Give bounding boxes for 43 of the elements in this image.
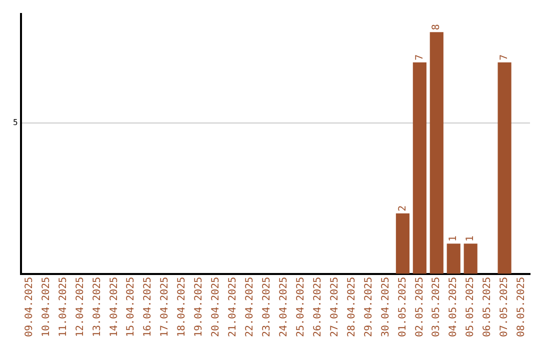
data-label: 7 (499, 54, 510, 60)
x-tick-label: 16.04.2025 (142, 276, 154, 338)
bar (446, 244, 460, 274)
x-tick-label: 07.05.2025 (499, 276, 510, 338)
x-tick-label: 25.04.2025 (295, 276, 306, 338)
x-tick-label: 04.05.2025 (448, 276, 460, 338)
x-tick-label: 15.04.2025 (126, 276, 137, 338)
x-tick-label: 02.05.2025 (414, 276, 426, 338)
data-label: 7 (414, 54, 426, 60)
x-tick-label: 19.04.2025 (194, 276, 205, 338)
x-tick-label: 03.05.2025 (431, 276, 442, 338)
x-tick-label: 26.04.2025 (312, 276, 324, 338)
x-tick-label: 18.04.2025 (176, 276, 188, 338)
x-tick-label: 17.04.2025 (160, 276, 171, 338)
x-tick-label: 12.04.2025 (74, 276, 86, 338)
x-tick-label: 08.05.2025 (516, 276, 528, 338)
x-tick-label: 24.04.2025 (278, 276, 290, 338)
x-tick-label: 30.04.2025 (380, 276, 392, 338)
bar (412, 62, 426, 274)
x-tick-label: 01.05.2025 (397, 276, 408, 338)
x-tick-label: 21.04.2025 (228, 276, 239, 338)
x-tick-label: 05.05.2025 (465, 276, 476, 338)
x-tick-label: 14.04.2025 (108, 276, 120, 338)
bar (430, 32, 444, 274)
data-label: 2 (397, 205, 408, 212)
y-tick-label: 5 (12, 118, 18, 127)
data-label: 8 (431, 24, 442, 30)
x-tick-label: 20.04.2025 (210, 276, 222, 338)
x-tick-label: 22.04.2025 (244, 276, 256, 338)
data-label: 1 (448, 236, 460, 242)
x-tick-label: 11.04.2025 (58, 276, 69, 338)
x-tick-label: 29.04.2025 (363, 276, 374, 338)
bar (464, 244, 478, 274)
x-tick-label: 27.04.2025 (329, 276, 340, 338)
x-tick-label: 28.04.2025 (346, 276, 358, 338)
bar (396, 213, 410, 274)
x-tick-label: 06.05.2025 (482, 276, 494, 338)
data-label: 1 (465, 236, 476, 242)
x-tick-label: 10.04.2025 (40, 276, 52, 338)
x-tick-label: 13.04.2025 (92, 276, 103, 338)
x-tick-label: 23.04.2025 (262, 276, 273, 338)
bar (498, 62, 512, 274)
x-tick-label: 09.04.2025 (24, 276, 35, 338)
